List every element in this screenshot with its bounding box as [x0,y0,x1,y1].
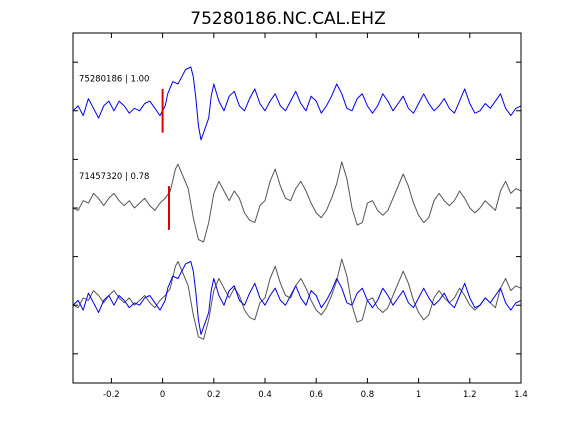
x-axis-ticks: -0.2 0 0.2 0.4 0.6 0.8 1 1.2 1.4 [103,33,528,400]
x-tick-label: 0.4 [258,390,272,400]
x-tick-label: 1 [416,390,421,400]
trace-label-layer: 75280186 | 1.00 71457320 | 0.78 [79,75,149,182]
trace-reference [72,66,522,141]
overlay-trace-reference [72,261,522,335]
x-tick-label: -0.2 [103,390,120,400]
y-axis-ticks [73,61,521,355]
x-tick-label: 0 [160,390,165,400]
trace-match [72,161,522,243]
x-tick-label: 0.6 [309,390,323,400]
pick-layer [161,88,170,230]
x-tick-label: 1.2 [463,390,477,400]
x-tick-label: 0.8 [361,390,375,400]
chart-title: 75280186.NC.CAL.EHZ [190,9,385,29]
x-tick-label: 1.4 [514,390,528,400]
trace-label: 75280186 | 1.00 [79,75,149,85]
x-tick-label: 0.2 [207,390,221,400]
trace-label: 71457320 | 0.78 [79,172,149,182]
plot-area: 75280186 | 1.00 71457320 | 0.78 -0.2 0 0.2 0… [72,32,528,400]
trace-layer [72,66,522,340]
